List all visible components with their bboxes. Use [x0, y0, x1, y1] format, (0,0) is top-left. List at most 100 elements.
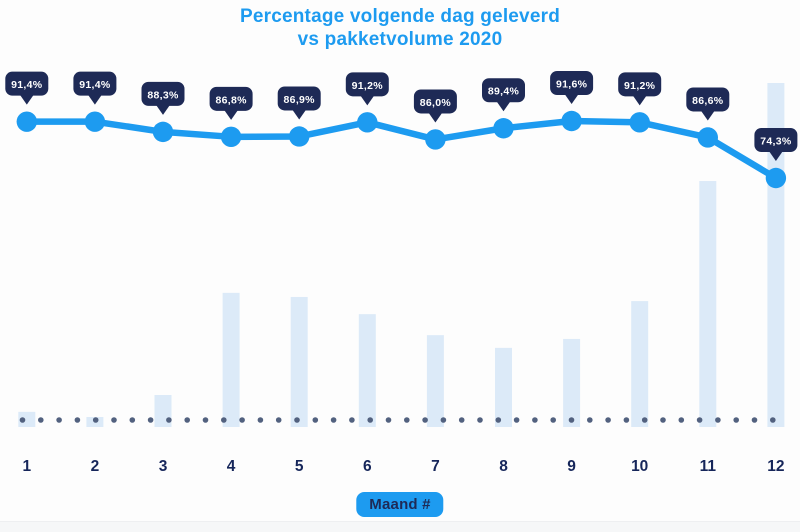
- volume-bar: [631, 301, 649, 427]
- x-axis-title-badge: Maand #: [356, 492, 444, 517]
- data-label-text: 91,2%: [352, 80, 384, 92]
- data-point: [289, 126, 310, 147]
- data-label-badge: [5, 71, 49, 96]
- data-point: [84, 111, 106, 132]
- data-label-badge-tail: [224, 109, 239, 120]
- baseline-dot: [349, 417, 355, 423]
- baseline-dot: [422, 417, 428, 423]
- data-label-badge: [209, 86, 253, 111]
- baseline-dot: [495, 417, 502, 423]
- x-tick-label: 4: [227, 458, 236, 475]
- volume-bar: [18, 411, 36, 427]
- data-label-text: 91,4%: [11, 79, 43, 91]
- data-point: [16, 111, 37, 132]
- data-label-text: 89,4%: [488, 86, 520, 98]
- data-label-text: 91,6%: [556, 79, 588, 91]
- chart-title-line1: Percentage volgende dag geleverd: [239, 6, 560, 27]
- data-label-badge-tail: [496, 101, 511, 112]
- x-tick-label: 3: [159, 458, 168, 475]
- baseline-dot: [294, 417, 300, 423]
- x-tick-label: 12: [767, 458, 784, 475]
- baseline-dot: [74, 417, 81, 423]
- data-point: [220, 126, 242, 148]
- volume-bar: [699, 181, 717, 427]
- baseline-dot: [751, 417, 758, 423]
- baseline-dot: [532, 417, 538, 423]
- x-tick-label: 8: [499, 458, 508, 475]
- x-tick-label: 5: [295, 458, 304, 475]
- baseline-dot: [550, 417, 556, 423]
- data-point: [425, 129, 446, 150]
- baseline-dot: [568, 417, 575, 423]
- data-label-badge: [618, 72, 662, 97]
- baseline-dot: [257, 417, 264, 423]
- data-label-badge: [413, 89, 457, 114]
- volume-bar: [495, 347, 512, 427]
- page-bottom-strip: [0, 521, 800, 532]
- baseline-dot: [587, 417, 593, 423]
- x-tick-label: 6: [363, 458, 372, 475]
- baseline-dot: [312, 417, 319, 423]
- chart-title: Percentage volgende dag geleverd vs pakk…: [0, 5, 800, 51]
- data-label-badge-tail: [768, 151, 783, 162]
- data-point: [561, 110, 582, 132]
- delivery-percentage-line: [23, 117, 780, 182]
- data-label-badge: [482, 78, 525, 103]
- data-label-badge-tail: [19, 94, 34, 105]
- baseline-dot: [623, 417, 630, 423]
- data-label-badge-tail: [428, 112, 443, 123]
- baseline-dot: [660, 417, 666, 423]
- data-label-badge: [141, 81, 185, 106]
- baseline-dot: [275, 417, 282, 423]
- data-point: [629, 112, 650, 133]
- x-tick-label: 11: [700, 458, 717, 475]
- baseline-dot: [477, 417, 483, 423]
- baseline-dot: [92, 417, 99, 423]
- x-tick-label: 9: [567, 458, 576, 475]
- data-label-text: 86,8%: [215, 94, 247, 106]
- volume-bar: [358, 314, 376, 427]
- data-label-badge: [277, 86, 321, 111]
- baseline-dot: [696, 417, 703, 423]
- data-label-badge: [345, 72, 389, 97]
- data-point: [152, 121, 174, 143]
- baseline-dot: [641, 417, 648, 423]
- x-tick-label: 7: [431, 458, 440, 475]
- data-label-badge-tail: [564, 94, 579, 104]
- baseline-dot: [715, 417, 721, 423]
- baseline-dot: [111, 417, 117, 423]
- baseline-dot: [19, 417, 26, 423]
- data-point: [765, 167, 787, 189]
- data-label-text: 74,3%: [760, 136, 792, 148]
- baseline-dot: [38, 417, 44, 423]
- baseline-dot: [404, 417, 410, 423]
- baseline-dot: [184, 417, 190, 423]
- data-label-badge-tail: [700, 110, 715, 121]
- data-label-badge-tail: [156, 104, 170, 115]
- baseline-dot: [367, 417, 374, 423]
- baseline-dot: [733, 417, 739, 423]
- baseline-dot: [202, 417, 209, 423]
- data-label-text: 86,0%: [420, 97, 452, 109]
- baseline-dot: [147, 417, 154, 423]
- volume-bar: [426, 335, 444, 427]
- data-point: [493, 118, 514, 139]
- data-label-badge: [73, 71, 117, 96]
- data-label-text: 86,6%: [692, 95, 724, 107]
- data-label-badge-tail: [632, 95, 647, 106]
- data-point: [357, 112, 378, 133]
- baseline-dot: [166, 417, 172, 423]
- baseline-dot: [56, 417, 62, 423]
- baseline-dot: [458, 417, 465, 423]
- data-label-text: 88,3%: [147, 89, 179, 101]
- volume-bar: [290, 296, 308, 427]
- baseline-dot: [770, 417, 776, 423]
- x-tick-label: 2: [91, 458, 100, 475]
- baseline-dot: [605, 417, 611, 423]
- data-label-badge: [550, 71, 594, 95]
- data-label-badge: [686, 87, 730, 112]
- baseline-dot: [385, 417, 392, 423]
- baseline-dot: [440, 417, 447, 423]
- data-label-badge-tail: [360, 95, 375, 106]
- baseline-dot: [239, 417, 245, 423]
